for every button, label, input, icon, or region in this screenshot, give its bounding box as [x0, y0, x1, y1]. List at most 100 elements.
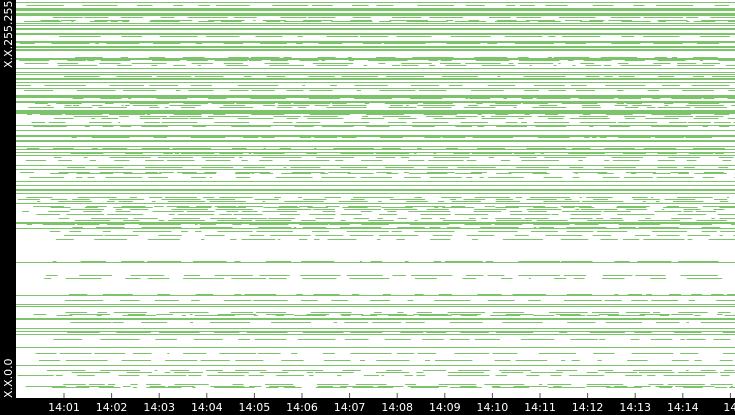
activity-segment	[25, 386, 66, 387]
activity-line	[16, 82, 735, 83]
activity-segment	[259, 275, 290, 276]
activity-segment	[306, 153, 317, 154]
activity-segment	[671, 218, 692, 219]
activity-line	[16, 88, 735, 89]
activity-segment	[727, 21, 735, 22]
activity-segment	[50, 173, 69, 174]
activity-segment	[258, 227, 292, 228]
activity-segment	[186, 211, 215, 212]
activity-segment	[44, 278, 52, 279]
activity-line	[16, 365, 735, 366]
activity-segment	[600, 239, 618, 240]
activity-segment	[274, 197, 281, 198]
activity-segment	[418, 315, 452, 316]
activity-segment	[671, 360, 689, 361]
activity-segment	[116, 332, 151, 333]
activity-segment	[70, 153, 104, 154]
activity-segment	[205, 160, 231, 161]
activity-segment	[654, 137, 684, 138]
activity-segment	[579, 197, 582, 198]
activity-segment	[396, 36, 432, 37]
activity-segment	[160, 17, 175, 18]
activity-segment	[244, 76, 252, 77]
activity-segment	[193, 339, 223, 340]
activity-segment	[147, 239, 180, 240]
activity-segment	[102, 148, 128, 149]
activity-segment	[680, 275, 718, 276]
activity-segment	[502, 322, 543, 323]
activity-segment	[219, 107, 254, 108]
activity-segment	[569, 167, 584, 168]
activity-segment	[671, 98, 702, 99]
activity-segment	[420, 214, 451, 215]
activity-segment	[703, 172, 724, 173]
activity-segment	[279, 214, 300, 215]
activity-line	[16, 152, 735, 153]
activity-segment	[398, 118, 417, 119]
activity-segment	[361, 224, 389, 225]
activity-segment	[666, 206, 679, 207]
activity-segment	[149, 197, 163, 198]
activity-segment	[553, 386, 562, 387]
activity-segment	[604, 160, 610, 161]
activity-segment	[375, 153, 410, 154]
activity-segment	[496, 332, 534, 333]
activity-segment	[248, 190, 282, 191]
activity-segment	[313, 294, 340, 295]
activity-segment	[195, 206, 212, 207]
activity-segment	[230, 239, 237, 240]
activity-segment	[70, 322, 112, 323]
activity-segment	[686, 322, 689, 323]
activity-segment	[241, 239, 276, 240]
activity-segment	[219, 197, 253, 198]
activity-segment	[677, 372, 718, 373]
activity-segment	[375, 372, 410, 373]
activity-segment	[264, 63, 289, 64]
activity-segment	[157, 157, 194, 158]
activity-segment	[618, 122, 658, 123]
activity-segment	[89, 122, 112, 123]
activity-segment	[169, 116, 202, 117]
activity-segment	[464, 224, 492, 225]
activity-segment	[58, 172, 90, 173]
activity-segment	[455, 126, 473, 127]
activity-segment	[561, 360, 566, 361]
activity-segment	[310, 312, 352, 313]
activity-segment	[650, 339, 673, 340]
activity-line	[16, 203, 735, 204]
activity-segment	[276, 209, 312, 210]
activity-segment	[24, 63, 49, 64]
activity-segment	[253, 315, 258, 316]
activity-segment	[262, 211, 297, 212]
activity-segment	[533, 122, 570, 123]
activity-segment	[147, 261, 182, 262]
time-label: 14:12	[572, 401, 604, 414]
activity-segment	[92, 105, 103, 106]
activity-segment	[210, 218, 237, 219]
activity-segment	[621, 21, 651, 22]
activity-line	[16, 101, 735, 103]
activity-segment	[724, 370, 735, 371]
activity-segment	[152, 211, 184, 212]
activity-segment	[329, 224, 350, 225]
activity-segment	[505, 206, 545, 207]
activity-segment	[616, 103, 625, 104]
activity-segment	[170, 370, 189, 371]
activity-segment	[176, 207, 212, 208]
activity-segment	[121, 360, 152, 361]
activity-segment	[68, 294, 88, 295]
activity-segment	[225, 65, 249, 66]
activity-line	[16, 149, 735, 150]
activity-segment	[149, 386, 166, 387]
activity-segment	[122, 315, 156, 316]
activity-segment	[234, 173, 251, 174]
activity-segment	[528, 300, 541, 301]
activity-segment	[524, 90, 539, 91]
activity-segment	[113, 312, 147, 313]
activity-segment	[453, 153, 470, 154]
activity-segment	[716, 314, 723, 315]
activity-segment	[488, 177, 524, 178]
activity-segment	[477, 114, 482, 115]
